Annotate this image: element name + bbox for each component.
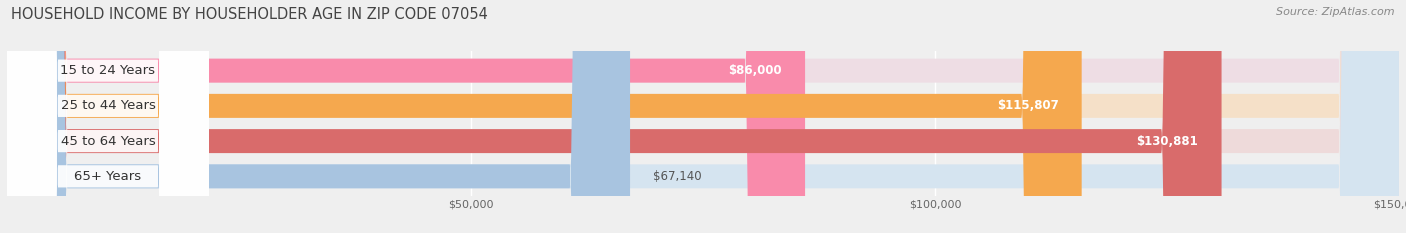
Text: 65+ Years: 65+ Years [75,170,142,183]
Text: $67,140: $67,140 [654,170,702,183]
FancyBboxPatch shape [7,0,209,233]
FancyBboxPatch shape [7,0,1399,233]
Text: Source: ZipAtlas.com: Source: ZipAtlas.com [1277,7,1395,17]
FancyBboxPatch shape [7,0,1399,233]
FancyBboxPatch shape [7,0,630,233]
FancyBboxPatch shape [7,0,1399,233]
Text: $130,881: $130,881 [1136,135,1198,148]
FancyBboxPatch shape [7,0,1399,233]
Text: $115,807: $115,807 [997,99,1059,112]
Text: 45 to 64 Years: 45 to 64 Years [60,135,155,148]
FancyBboxPatch shape [7,0,1081,233]
Text: 25 to 44 Years: 25 to 44 Years [60,99,156,112]
Text: 15 to 24 Years: 15 to 24 Years [60,64,156,77]
Text: $86,000: $86,000 [728,64,782,77]
FancyBboxPatch shape [7,0,1222,233]
FancyBboxPatch shape [7,0,209,233]
Text: HOUSEHOLD INCOME BY HOUSEHOLDER AGE IN ZIP CODE 07054: HOUSEHOLD INCOME BY HOUSEHOLDER AGE IN Z… [11,7,488,22]
FancyBboxPatch shape [7,0,806,233]
FancyBboxPatch shape [7,0,209,233]
FancyBboxPatch shape [7,0,209,233]
